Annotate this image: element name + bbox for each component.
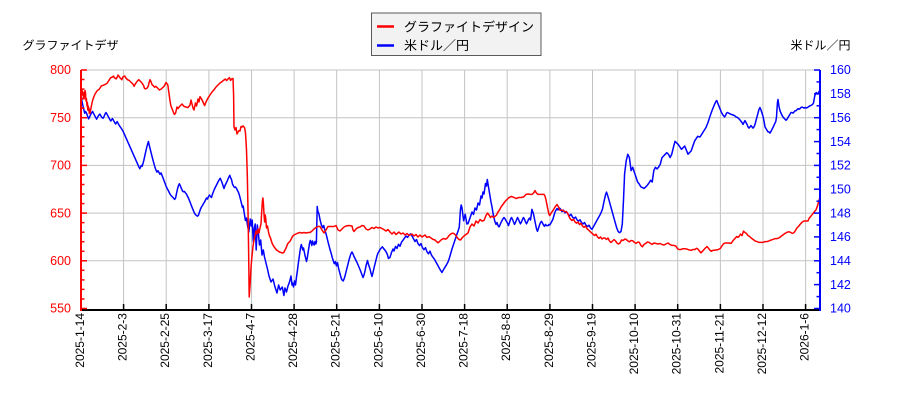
svg-text:2025-4-7: 2025-4-7 (244, 313, 258, 361)
svg-text:2025-9-19: 2025-9-19 (585, 313, 599, 368)
svg-text:160: 160 (830, 63, 851, 77)
svg-text:2025-10-10: 2025-10-10 (627, 313, 641, 375)
svg-text:2025-4-28: 2025-4-28 (286, 313, 300, 368)
svg-text:2026-1-6: 2026-1-6 (798, 313, 812, 361)
svg-text:2025-8-8: 2025-8-8 (499, 313, 513, 361)
svg-text:144: 144 (830, 254, 851, 268)
svg-text:2025-7-18: 2025-7-18 (457, 313, 471, 368)
svg-text:152: 152 (830, 159, 851, 173)
svg-text:700: 700 (50, 159, 71, 173)
svg-text:800: 800 (50, 63, 71, 77)
svg-text:2025-6-30: 2025-6-30 (414, 313, 428, 368)
svg-text:2025-12-12: 2025-12-12 (755, 313, 769, 375)
svg-text:550: 550 (50, 302, 71, 316)
svg-text:148: 148 (830, 206, 851, 220)
svg-text:146: 146 (830, 230, 851, 244)
svg-text:2025-10-31: 2025-10-31 (670, 313, 684, 375)
svg-text:2025-5-21: 2025-5-21 (329, 313, 343, 368)
svg-text:140: 140 (830, 302, 851, 316)
svg-text:154: 154 (830, 135, 851, 149)
svg-text:2025-2-25: 2025-2-25 (158, 313, 172, 368)
svg-text:158: 158 (830, 87, 851, 101)
svg-text:2025-6-10: 2025-6-10 (371, 313, 385, 368)
svg-text:2025-3-17: 2025-3-17 (201, 313, 215, 368)
svg-text:2025-1-14: 2025-1-14 (73, 313, 87, 368)
svg-text:650: 650 (50, 206, 71, 220)
svg-text:156: 156 (830, 111, 851, 125)
svg-text:600: 600 (50, 254, 71, 268)
svg-text:750: 750 (50, 111, 71, 125)
svg-text:2025-2-3: 2025-2-3 (116, 313, 130, 361)
svg-text:2025-11-21: 2025-11-21 (712, 313, 726, 374)
svg-text:2025-8-29: 2025-8-29 (542, 313, 556, 368)
svg-text:142: 142 (830, 278, 851, 292)
svg-text:150: 150 (830, 182, 851, 196)
